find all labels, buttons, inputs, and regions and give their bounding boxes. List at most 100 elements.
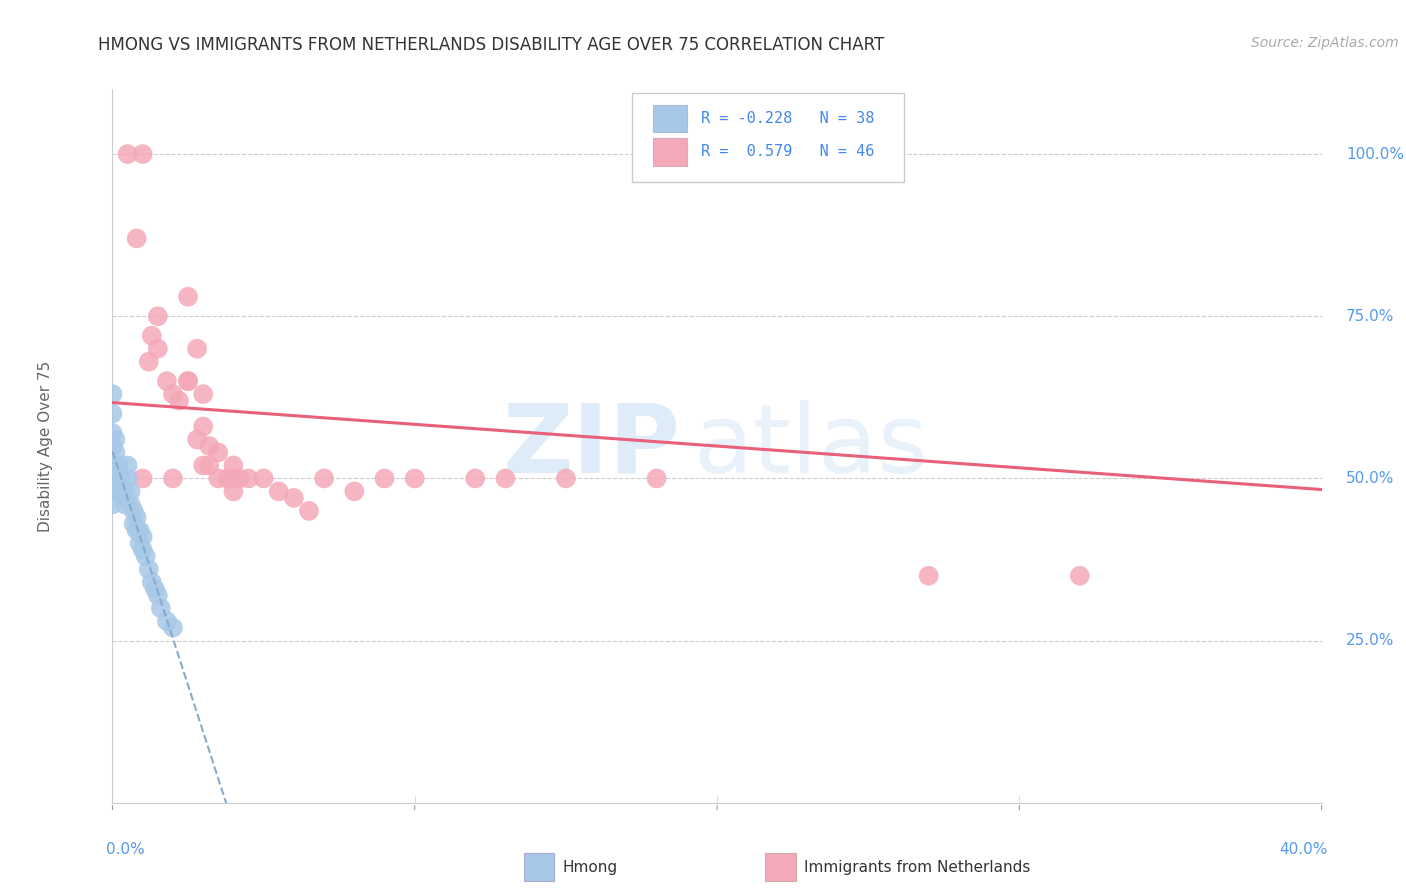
Point — [222, 484, 245, 499]
Point — [766, 147, 789, 161]
Point — [495, 471, 517, 485]
Point — [228, 471, 250, 485]
Text: ZIP: ZIP — [503, 400, 681, 492]
Point — [110, 471, 132, 485]
Point — [128, 524, 150, 538]
Point — [238, 471, 260, 485]
Point — [856, 147, 880, 161]
Text: Source: ZipAtlas.com: Source: ZipAtlas.com — [1251, 36, 1399, 50]
FancyBboxPatch shape — [633, 93, 904, 182]
Text: Immigrants from Netherlands: Immigrants from Netherlands — [804, 860, 1031, 874]
Point — [267, 484, 290, 499]
Point — [374, 471, 396, 485]
Bar — [652, 138, 688, 166]
Point — [207, 471, 229, 485]
Point — [107, 471, 129, 485]
Bar — [652, 105, 688, 132]
Text: 50.0%: 50.0% — [1346, 471, 1395, 486]
Point — [120, 497, 142, 511]
Point — [191, 458, 214, 473]
Point — [101, 497, 124, 511]
Point — [132, 530, 155, 544]
Text: 100.0%: 100.0% — [1346, 146, 1403, 161]
Text: 25.0%: 25.0% — [1346, 633, 1395, 648]
Point — [107, 484, 129, 499]
Point — [186, 433, 208, 447]
Point — [101, 387, 124, 401]
Point — [198, 439, 221, 453]
Point — [107, 458, 129, 473]
Point — [177, 374, 200, 388]
Point — [101, 425, 124, 440]
Point — [404, 471, 426, 485]
Point — [110, 484, 132, 499]
Point — [918, 568, 941, 582]
Point — [253, 471, 276, 485]
Text: HMONG VS IMMIGRANTS FROM NETHERLANDS DISABILITY AGE OVER 75 CORRELATION CHART: HMONG VS IMMIGRANTS FROM NETHERLANDS DIS… — [98, 36, 884, 54]
Point — [298, 504, 321, 518]
Point — [146, 342, 169, 356]
Point — [138, 562, 160, 576]
Point — [156, 614, 179, 628]
Text: 75.0%: 75.0% — [1346, 309, 1395, 324]
Point — [207, 445, 229, 459]
Point — [117, 458, 139, 473]
Text: R = -0.228   N = 38: R = -0.228 N = 38 — [702, 111, 875, 126]
Point — [1069, 568, 1091, 582]
Point — [120, 484, 142, 499]
Point — [143, 582, 166, 596]
Point — [149, 601, 172, 615]
Point — [101, 471, 124, 485]
Point — [135, 549, 157, 564]
Text: 40.0%: 40.0% — [1279, 842, 1327, 857]
Point — [222, 471, 245, 485]
Point — [464, 471, 486, 485]
Point — [141, 328, 163, 343]
Bar — [765, 853, 796, 881]
Point — [128, 536, 150, 550]
Point — [146, 588, 169, 602]
Point — [125, 524, 148, 538]
Point — [177, 374, 200, 388]
Point — [104, 433, 127, 447]
Point — [125, 231, 148, 245]
Bar — [523, 853, 554, 881]
Point — [162, 621, 184, 635]
Point — [167, 393, 190, 408]
Point — [343, 484, 366, 499]
Text: 0.0%: 0.0% — [107, 842, 145, 857]
Text: atlas: atlas — [693, 400, 928, 492]
Point — [283, 491, 305, 505]
Point — [191, 387, 214, 401]
Point — [104, 445, 127, 459]
Point — [554, 471, 576, 485]
Point — [101, 458, 124, 473]
Point — [191, 419, 214, 434]
Point — [114, 497, 136, 511]
Text: Hmong: Hmong — [562, 860, 617, 874]
Point — [101, 484, 124, 499]
Text: Disability Age Over 75: Disability Age Over 75 — [38, 360, 53, 532]
Point — [125, 510, 148, 524]
Point — [122, 516, 145, 531]
Point — [314, 471, 336, 485]
Point — [186, 342, 208, 356]
Point — [138, 354, 160, 368]
Point — [117, 147, 139, 161]
Point — [146, 310, 169, 324]
Point — [122, 504, 145, 518]
Point — [117, 471, 139, 485]
Point — [217, 471, 239, 485]
Point — [645, 471, 668, 485]
Text: R =  0.579   N = 46: R = 0.579 N = 46 — [702, 145, 875, 160]
Point — [162, 387, 184, 401]
Point — [132, 542, 155, 557]
Point — [156, 374, 179, 388]
Point — [101, 439, 124, 453]
Point — [114, 484, 136, 499]
Point — [198, 458, 221, 473]
Point — [101, 407, 124, 421]
Point — [141, 575, 163, 590]
Point — [132, 471, 155, 485]
Point — [177, 290, 200, 304]
